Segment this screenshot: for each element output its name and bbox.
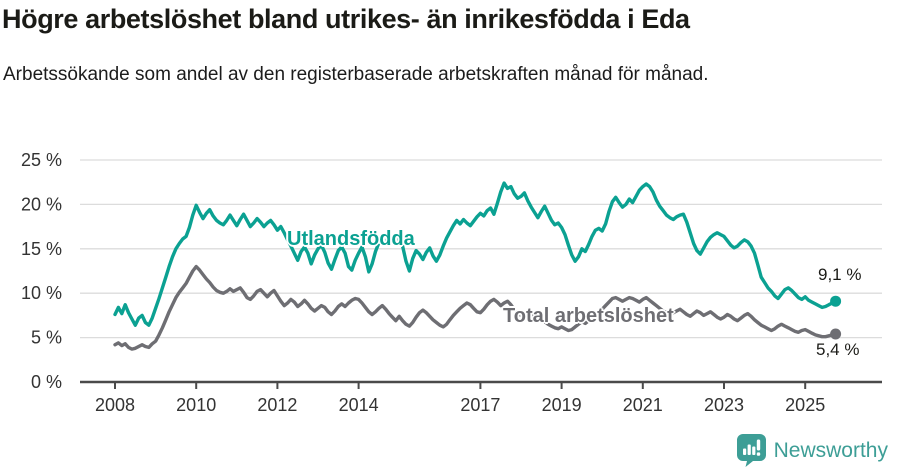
x-axis-tick-label: 2010 (176, 395, 216, 415)
bar-chart-speech-bubble-icon (736, 434, 766, 467)
y-axis-tick-label: 20 % (21, 194, 62, 214)
x-axis-tick-label: 2019 (542, 395, 582, 415)
x-axis-tick-label: 2025 (785, 395, 825, 415)
x-axis-tick-label: 2017 (460, 395, 500, 415)
series-label-utlandsfodda: Utlandsfödda (287, 228, 415, 250)
y-axis-tick-label: 25 % (21, 150, 62, 170)
newsworthy-logo-link[interactable]: Newsworthy (736, 434, 888, 467)
y-axis-tick-label: 15 % (21, 239, 62, 259)
y-axis-tick-label: 10 % (21, 283, 62, 303)
chart-subtitle: Arbetssökande som andel av den registerb… (3, 64, 709, 85)
y-axis-tick-label: 5 % (31, 328, 62, 348)
series-end-dot-0 (830, 295, 842, 307)
end-value-label-utlandsfodda: 9,1 % (818, 265, 862, 284)
series-label-total: Total arbetslöshet (503, 305, 674, 327)
x-axis-tick-label: 2014 (339, 395, 379, 415)
y-axis-tick-label: 0 % (31, 372, 62, 392)
x-axis-tick-label: 2023 (704, 395, 744, 415)
x-axis-tick-label: 2021 (623, 395, 663, 415)
end-value-label-total: 5,4 % (816, 340, 860, 359)
page-title: Högre arbetslöshet bland utrikes- än inr… (2, 4, 690, 34)
x-axis-tick-label: 2008 (95, 395, 135, 415)
series-end-dot-1 (830, 328, 842, 340)
brand-name: Newsworthy (773, 438, 888, 462)
x-axis-tick-label: 2012 (257, 395, 297, 415)
series-line-1 (113, 264, 838, 351)
series-line-0 (113, 181, 838, 327)
